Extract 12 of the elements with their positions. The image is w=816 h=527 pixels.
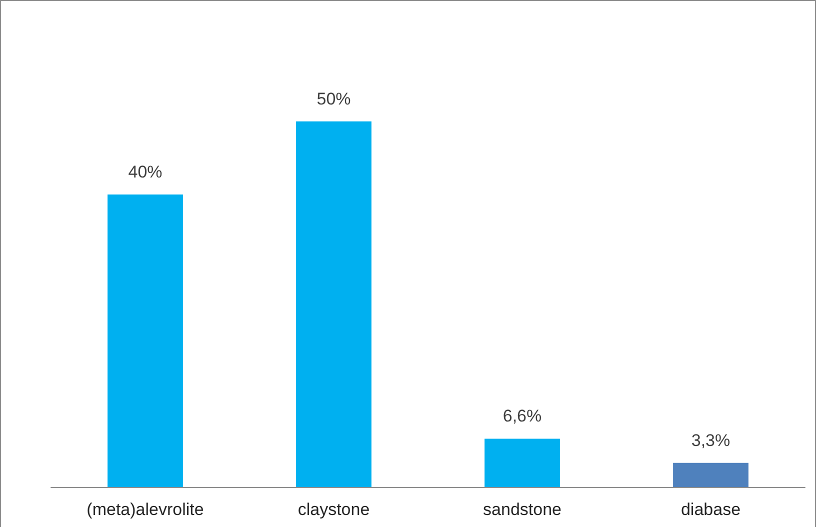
x-tick-label: sandstone [483,500,562,519]
x-tick-label: claystone [298,500,370,519]
data-label: 6,6% [502,406,542,426]
x-tick-label: (meta)alevrolite [86,500,204,519]
bar [673,462,748,487]
data-label: 50% [316,89,351,108]
x-tick-label: diabase [680,500,741,519]
bar [108,194,183,487]
data-label: 3,3% [691,430,730,450]
bar [296,121,372,487]
bar [484,438,560,487]
data-label: 40% [128,162,162,182]
